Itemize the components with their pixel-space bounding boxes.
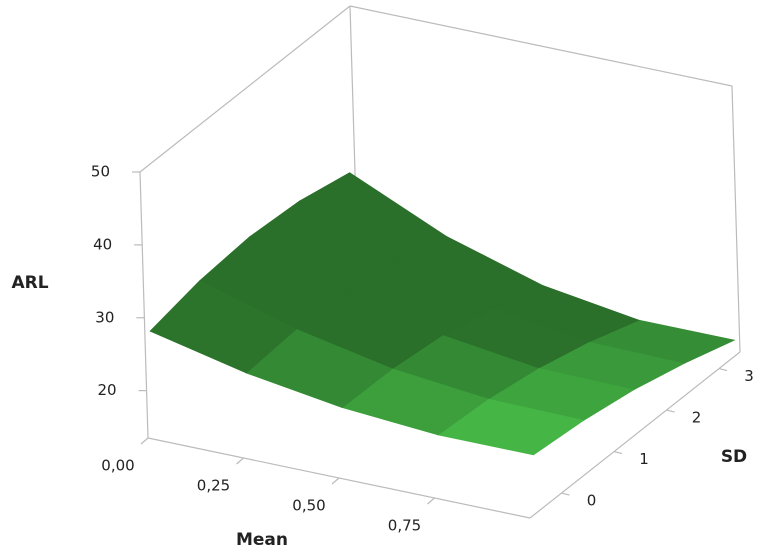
- box-edge: [529, 351, 741, 519]
- x-tick: [140, 437, 149, 445]
- y-tick: [666, 409, 675, 413]
- y-tick-label: 0: [587, 492, 597, 510]
- y-tick-label: 1: [639, 450, 649, 468]
- y-axis-title: SD: [721, 447, 747, 467]
- x-tick-label: 0,25: [197, 477, 230, 495]
- z-axis-title: ARL: [11, 273, 48, 293]
- x-tick-label: 0,75: [388, 517, 421, 535]
- x-tick: [427, 497, 435, 505]
- box-edge: [349, 5, 733, 87]
- x-tick-label: 0,00: [101, 457, 134, 475]
- x-tick: [236, 457, 244, 465]
- surface-patch: [149, 280, 297, 374]
- box-edge: [139, 5, 351, 173]
- box-edge: [139, 171, 149, 439]
- z-tick-label: 30: [95, 308, 114, 326]
- z-tick-label: 20: [97, 381, 116, 399]
- y-tick-label: 3: [744, 367, 754, 385]
- x-tick: [331, 477, 340, 485]
- box-edge: [731, 85, 741, 353]
- x-tick-label: 0,50: [292, 497, 325, 515]
- z-tick-label: 40: [93, 235, 112, 253]
- y-tick: [718, 368, 728, 372]
- x-axis-title: Mean: [236, 530, 288, 550]
- z-tick-label: 50: [91, 163, 110, 181]
- y-tick: [613, 451, 623, 455]
- y-tick: [561, 492, 570, 496]
- y-tick-label: 2: [692, 409, 702, 427]
